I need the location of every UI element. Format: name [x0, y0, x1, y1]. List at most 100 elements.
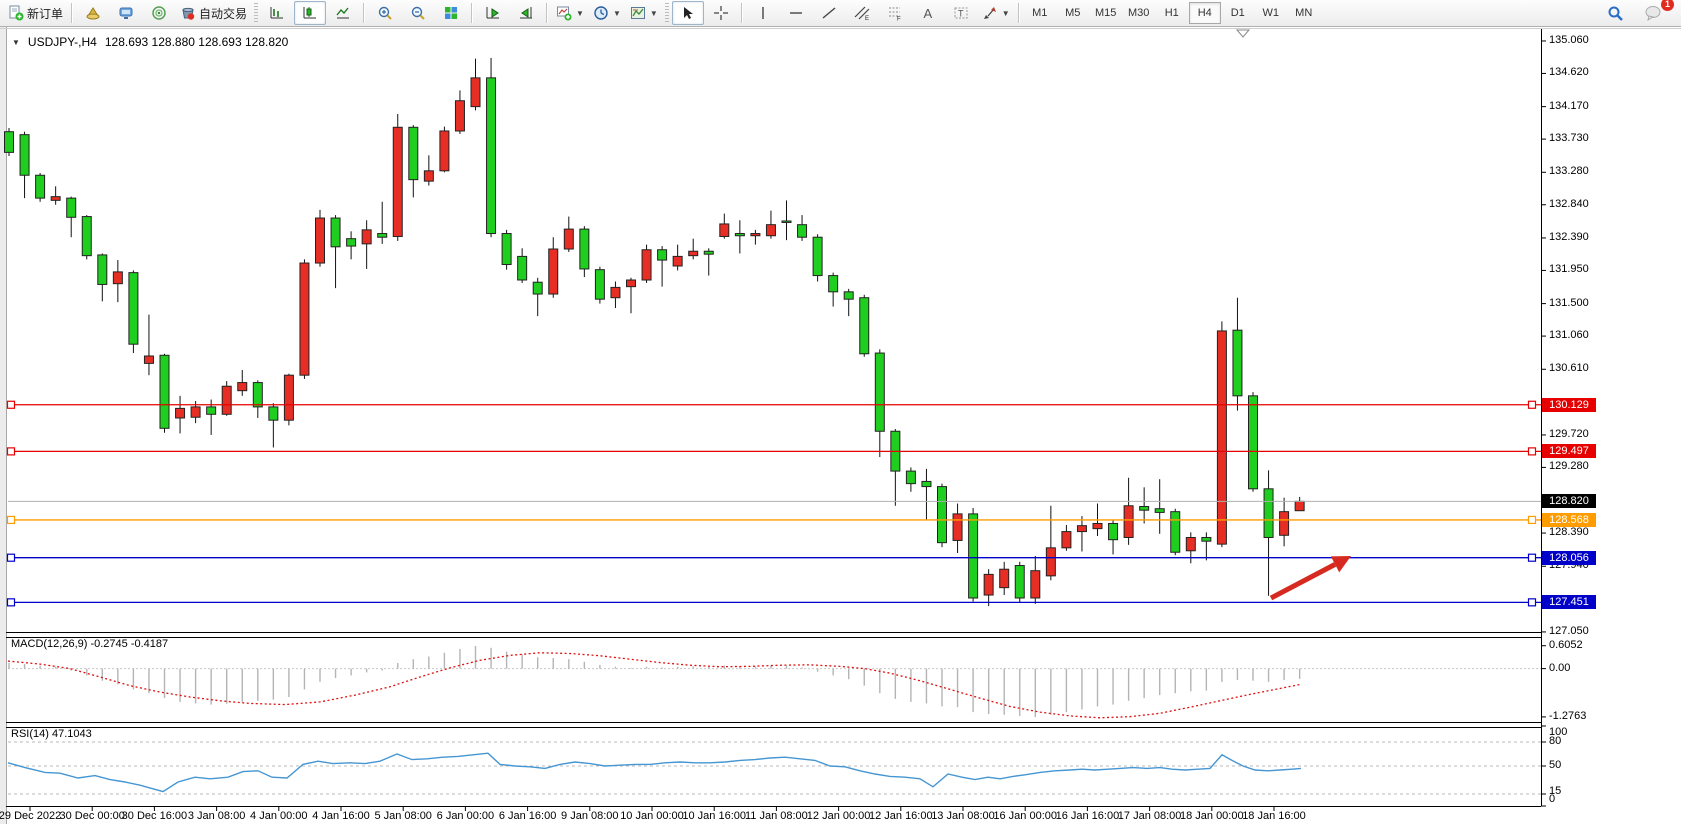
candle-body[interactable]: [937, 486, 947, 544]
candle-body[interactable]: [392, 126, 403, 237]
candle-body[interactable]: [1014, 565, 1025, 599]
line-handle[interactable]: [6, 553, 16, 562]
candle-body[interactable]: [1216, 330, 1227, 545]
candle-body[interactable]: [719, 223, 730, 237]
candle-body[interactable]: [252, 382, 263, 408]
candle-body[interactable]: [486, 77, 497, 235]
candle-body[interactable]: [983, 573, 994, 596]
candle-body[interactable]: [66, 197, 77, 218]
candle-body[interactable]: [346, 238, 357, 247]
candle-body[interactable]: [315, 217, 325, 264]
candle-body[interactable]: [439, 130, 450, 172]
timeframe-mn-button[interactable]: MN: [1295, 7, 1313, 19]
candle-body[interactable]: [812, 236, 823, 277]
candle-body[interactable]: [1123, 505, 1134, 538]
zoom-out-button[interactable]: [402, 1, 434, 25]
candle-body[interactable]: [299, 262, 310, 376]
zoom-in-button[interactable]: [369, 1, 401, 25]
candle-body[interactable]: [610, 286, 621, 299]
candle-body[interactable]: [1154, 508, 1165, 513]
candle-body[interactable]: [657, 249, 668, 261]
candlestick-chart-button[interactable]: [294, 1, 327, 25]
line-chart-button[interactable]: [327, 1, 359, 25]
candle-body[interactable]: [1294, 500, 1305, 512]
candle-body[interactable]: [283, 374, 294, 421]
candle-body[interactable]: [626, 279, 636, 288]
search-button[interactable]: [1599, 1, 1631, 25]
candle-body[interactable]: [999, 568, 1010, 589]
candle-body[interactable]: [688, 250, 699, 257]
candle-body[interactable]: [750, 233, 761, 237]
candle-body[interactable]: [1045, 547, 1056, 577]
periods-button[interactable]: ▼: [589, 1, 625, 25]
candle-body[interactable]: [470, 77, 481, 108]
candle-body[interactable]: [843, 291, 854, 300]
chart-window[interactable]: [0, 27, 1681, 829]
candle-body[interactable]: [765, 224, 776, 237]
tile-windows-button[interactable]: [435, 1, 467, 25]
timeframe-m1-button[interactable]: M1: [1032, 7, 1048, 19]
candle-body[interactable]: [563, 228, 574, 250]
candle-body[interactable]: [1263, 488, 1274, 538]
candle-body[interactable]: [579, 228, 590, 270]
candle-body[interactable]: [548, 248, 559, 295]
candle-body[interactable]: [1139, 506, 1150, 511]
candle-body[interactable]: [1170, 511, 1181, 553]
candle-body[interactable]: [1201, 536, 1212, 542]
candle-body[interactable]: [423, 170, 434, 182]
candle-body[interactable]: [672, 255, 683, 267]
candle-body[interactable]: [377, 233, 388, 238]
candle-body[interactable]: [734, 233, 745, 237]
candle-body[interactable]: [517, 255, 528, 281]
timeframe-w1-button[interactable]: W1: [1262, 7, 1279, 19]
candle-body[interactable]: [1061, 531, 1072, 549]
candle-body[interactable]: [1092, 522, 1103, 530]
candle-body[interactable]: [594, 269, 605, 300]
crosshair-button[interactable]: [705, 1, 737, 25]
vertical-line-button[interactable]: [747, 1, 779, 25]
trend-arrow-head[interactable]: [1330, 556, 1351, 573]
candle-body[interactable]: [206, 406, 217, 415]
macd-pane-divider[interactable]: [6, 637, 1541, 638]
line-handle[interactable]: [6, 598, 16, 607]
indicators-button[interactable]: ▼: [552, 1, 588, 25]
candle-body[interactable]: [19, 134, 30, 176]
chart-menu-icon[interactable]: ▼: [12, 37, 20, 47]
candle-body[interactable]: [1108, 522, 1119, 541]
candle-body[interactable]: [905, 470, 916, 485]
line-handle[interactable]: [6, 400, 16, 409]
candle-body[interactable]: [35, 174, 46, 199]
auto-scroll-button[interactable]: [477, 1, 509, 25]
trend-arrow-shaft[interactable]: [1269, 562, 1337, 601]
candle-body[interactable]: [81, 216, 92, 257]
line-handle[interactable]: [1527, 553, 1537, 562]
candle-body[interactable]: [128, 272, 139, 345]
timeframe-h1-button[interactable]: H1: [1164, 7, 1179, 19]
candle-body[interactable]: [4, 131, 14, 153]
candle-body[interactable]: [237, 382, 248, 392]
candle-body[interactable]: [641, 249, 652, 281]
profile-button[interactable]: [77, 1, 109, 25]
cursor-button[interactable]: [671, 1, 704, 25]
chart-shift-button[interactable]: [510, 1, 542, 25]
new-order-button[interactable]: 新订单: [4, 1, 67, 25]
candle-body[interactable]: [952, 513, 963, 541]
equidistant-channel-button[interactable]: E: [846, 1, 878, 25]
rsi-pane-divider[interactable]: [6, 727, 1541, 728]
candle-body[interactable]: [143, 355, 154, 364]
candle-body[interactable]: [1248, 395, 1258, 490]
line-handle[interactable]: [1527, 447, 1537, 456]
candle-body[interactable]: [97, 254, 108, 285]
line-handle[interactable]: [6, 447, 16, 456]
candle-body[interactable]: [874, 352, 885, 432]
candle-body[interactable]: [330, 217, 341, 248]
timeframe-m5-button[interactable]: M5: [1065, 7, 1081, 19]
line-handle[interactable]: [1527, 400, 1537, 409]
candle-body[interactable]: [797, 224, 808, 238]
timeframe-h4-button[interactable]: H4: [1188, 2, 1221, 24]
candle-body[interactable]: [190, 406, 201, 418]
line-handle[interactable]: [1527, 598, 1537, 607]
candle-body[interactable]: [1185, 536, 1196, 552]
candle-body[interactable]: [781, 220, 792, 223]
